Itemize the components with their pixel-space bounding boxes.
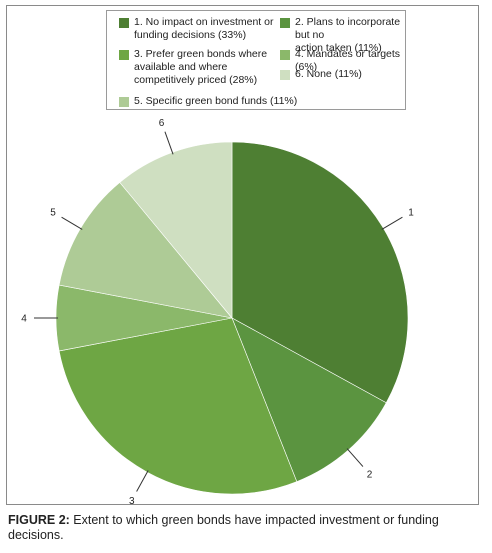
figure-caption-label: FIGURE 2: bbox=[8, 513, 70, 527]
legend-label-4: 4. Mandates or targets (6%) bbox=[295, 48, 401, 73]
legend-swatch-5 bbox=[119, 96, 129, 107]
legend-label-5: 5. Specific green bond funds (11%) bbox=[134, 95, 298, 107]
figure-caption-text: Extent to which green bonds have impacte… bbox=[8, 513, 439, 542]
pie-slices bbox=[55, 141, 409, 495]
legend-item-4: 4. Mandates or targets (6%) bbox=[280, 48, 405, 74]
legend-item-1: 1. No impact on investment or funding de… bbox=[119, 16, 273, 42]
legend-swatch-3 bbox=[119, 49, 129, 60]
legend-label-1: 1. No impact on investment or funding de… bbox=[134, 16, 274, 41]
figure-caption: FIGURE 2: Extent to which green bonds ha… bbox=[8, 513, 486, 543]
leader-line-2 bbox=[346, 448, 364, 467]
legend-item-5: 5. Specific green bond funds (11%) bbox=[119, 95, 297, 108]
legend-label-3: 3. Prefer green bonds where available an… bbox=[134, 48, 268, 86]
legend-swatch-6 bbox=[280, 69, 290, 80]
legend-swatch-1 bbox=[119, 17, 129, 28]
slice-label-5: 5 bbox=[50, 208, 56, 219]
legend-item-6: 6. None (11%) bbox=[280, 68, 362, 81]
leader-line-1 bbox=[381, 216, 403, 230]
legend-swatch-4 bbox=[280, 49, 290, 60]
legend-label-2: 2. Plans to incorporate but no action ta… bbox=[295, 16, 401, 54]
legend-swatch-2 bbox=[280, 17, 290, 28]
legend-label-6: 6. None (11%) bbox=[295, 68, 362, 80]
legend-item-3: 3. Prefer green bonds where available an… bbox=[119, 48, 267, 87]
slice-leader-lines bbox=[34, 131, 403, 492]
slice-label-1: 1 bbox=[408, 208, 414, 219]
leader-line-6 bbox=[164, 131, 174, 155]
slice-label-4: 4 bbox=[21, 314, 27, 325]
chart-legend: 1. No impact on investment or funding de… bbox=[106, 10, 406, 110]
slice-label-3: 3 bbox=[129, 496, 135, 507]
leader-line-3 bbox=[136, 470, 149, 492]
legend-item-2: 2. Plans to incorporate but no action ta… bbox=[280, 16, 405, 55]
leader-line-5 bbox=[61, 216, 83, 230]
slice-label-2: 2 bbox=[367, 470, 373, 481]
slice-label-6: 6 bbox=[159, 118, 165, 129]
slice-number-labels: 1 2 3 4 5 6 bbox=[21, 118, 414, 507]
